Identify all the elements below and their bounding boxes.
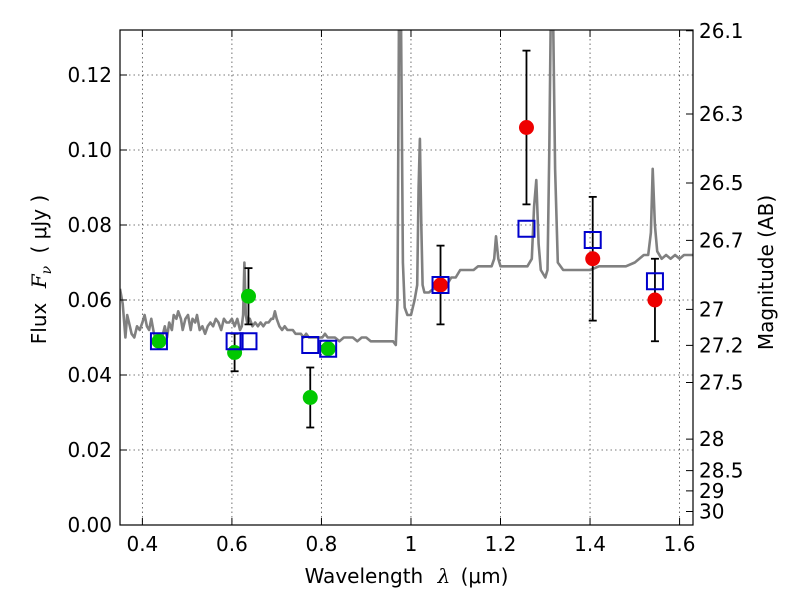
x-tick-label-6: 1.6 xyxy=(664,532,696,556)
grid-lines xyxy=(120,30,693,526)
red-point-2 xyxy=(585,251,601,267)
model-box-1 xyxy=(225,332,244,351)
y2-tick-label-1: 26.3 xyxy=(699,102,744,126)
y2-tick-label-3: 26.7 xyxy=(699,228,744,252)
y-axis-label: Flux Fν ( μJy ) xyxy=(27,195,56,344)
x-axis-label-unit: (μm) xyxy=(461,564,509,588)
green-point-3 xyxy=(302,390,318,405)
y2-axis-label: Magnitude (AB) xyxy=(754,195,778,350)
y-axis-label-unit: ( μJy ) xyxy=(27,195,51,254)
x-tick-label-4: 1.2 xyxy=(485,532,517,556)
model-box-2 xyxy=(239,332,258,351)
model-spectrum xyxy=(120,30,693,347)
y2-tick-label-10: 30 xyxy=(699,500,724,524)
x-tick-label-1: 0.6 xyxy=(216,532,248,556)
y-tick-label-0: 0.00 xyxy=(67,513,112,537)
model-box-7 xyxy=(583,231,602,249)
y2-tick-label-6: 27.5 xyxy=(699,371,744,395)
y-tick-label-4: 0.08 xyxy=(67,213,112,237)
y-tick-label-2: 0.04 xyxy=(67,363,112,387)
red-point-0 xyxy=(433,277,449,293)
y2-tick-label-8: 28.5 xyxy=(699,459,744,483)
y-tick-label-5: 0.10 xyxy=(67,138,112,162)
y-tick-label-6: 0.12 xyxy=(67,63,112,87)
x-tick-label-0: 0.4 xyxy=(126,532,158,556)
x-axis-label: Wavelength λ (μm) xyxy=(305,564,509,588)
x-tick-label-3: 1 xyxy=(405,532,418,556)
green-point-4 xyxy=(320,341,336,357)
green-point-0 xyxy=(151,333,167,349)
model-box-6 xyxy=(517,219,536,238)
y2-tick-label-9: 29 xyxy=(699,479,724,503)
x-axis-label-prefix: Wavelength xyxy=(305,564,424,588)
y2-tick-label-2: 26.5 xyxy=(699,171,744,195)
y2-tick-label-0: 26.1 xyxy=(699,19,744,43)
model-box-0 xyxy=(149,332,168,351)
red-point-3 xyxy=(647,292,663,308)
model-box-8 xyxy=(645,272,664,291)
x-tick-label-5: 1.4 xyxy=(574,532,606,556)
green-point-2 xyxy=(240,288,256,304)
model-box-5 xyxy=(431,276,450,294)
y-tick-label-1: 0.02 xyxy=(67,438,112,462)
y-axis-label-prefix: Flux xyxy=(27,303,51,345)
y2-tick-label-4: 27 xyxy=(699,297,724,321)
y2-tick-label-5: 27.2 xyxy=(699,333,744,357)
model-spectrum-line xyxy=(120,30,693,347)
axis-ticks: 0.4 0.6 0.8 1 1.2 1.4 1.6 0.00 0.02 0.04 0.06 0.08 0… xyxy=(67,19,743,556)
data-points xyxy=(149,49,664,429)
y2-tick-label-7: 28 xyxy=(699,427,724,451)
red-point-1 xyxy=(518,120,534,135)
plot-frame xyxy=(119,29,694,526)
model-box-4 xyxy=(319,339,338,358)
model-box-3 xyxy=(301,336,320,354)
y-tick-label-3: 0.06 xyxy=(67,288,112,312)
x-tick-label-2: 0.8 xyxy=(306,532,338,556)
